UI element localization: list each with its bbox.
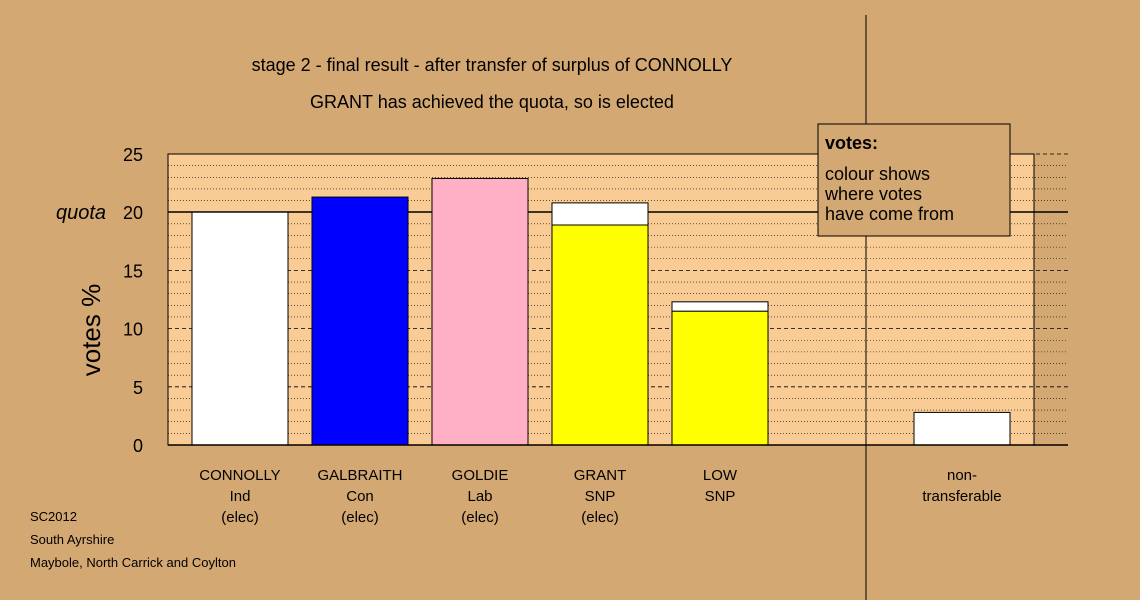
category-label-non-transferable: non-	[947, 467, 977, 484]
category-labels: CONNOLLY Ind (elec) GALBRAITH Con (elec) GOLDI…	[199, 467, 1001, 526]
legend: votes: colour shows where votes have com…	[817, 123, 1011, 237]
category-label-goldie: Lab	[467, 488, 492, 505]
footer-line-3: Maybole, North Carrick and Coylton	[30, 555, 236, 570]
legend-line-2: where votes	[824, 184, 922, 204]
category-label-non-transferable: transferable	[922, 488, 1001, 505]
category-label-galbraith: GALBRAITH	[317, 467, 402, 484]
category-label-goldie: (elec)	[461, 509, 499, 526]
legend-box	[817, 123, 1011, 237]
bar-connolly	[191, 211, 289, 446]
bar-transfer-grant	[551, 202, 649, 226]
footer-line-2: South Ayrshire	[30, 532, 114, 547]
legend-line-1: colour shows	[825, 164, 930, 184]
bar-non-transferable	[913, 411, 1011, 446]
bar-low	[671, 310, 769, 446]
y-tick-label: 5	[133, 378, 143, 398]
chart-subtitle: GRANT has achieved the quota, so is elec…	[310, 92, 674, 112]
category-label-galbraith: Con	[346, 488, 374, 505]
category-label-galbraith: (elec)	[341, 509, 379, 526]
category-label-grant: (elec)	[581, 509, 619, 526]
legend-title: votes:	[825, 133, 878, 153]
y-axis-label: votes %	[76, 284, 106, 377]
category-label-low: LOW	[703, 467, 738, 484]
category-label-connolly: (elec)	[221, 509, 259, 526]
bars	[191, 177, 1011, 446]
category-label-connolly: Ind	[230, 488, 251, 505]
category-label-low: SNP	[705, 488, 736, 505]
bar-grant	[551, 224, 649, 446]
category-label-goldie: GOLDIE	[452, 467, 509, 484]
category-label-grant: SNP	[585, 488, 616, 505]
category-label-connolly: CONNOLLY	[199, 467, 280, 484]
y-tick-labels: 25 20 15 10 5 0	[123, 145, 143, 456]
category-label-grant: GRANT	[574, 467, 627, 484]
y-tick-label: 10	[123, 320, 143, 340]
bar-goldie	[431, 177, 529, 446]
legend-line-3: have come from	[825, 204, 954, 224]
quota-label: quota	[56, 202, 106, 224]
bar-galbraith	[311, 196, 409, 446]
y-tick-label: 20	[123, 203, 143, 223]
y-tick-label: 15	[123, 261, 143, 281]
footer: SC2012 South Ayrshire Maybole, North Car…	[30, 509, 236, 570]
y-tick-label: 25	[123, 145, 143, 165]
chart-title: stage 2 - final result - after transfer …	[252, 55, 733, 75]
footer-line-1: SC2012	[30, 509, 77, 524]
bar-transfer-low	[671, 301, 769, 312]
y-tick-label: 0	[133, 436, 143, 456]
